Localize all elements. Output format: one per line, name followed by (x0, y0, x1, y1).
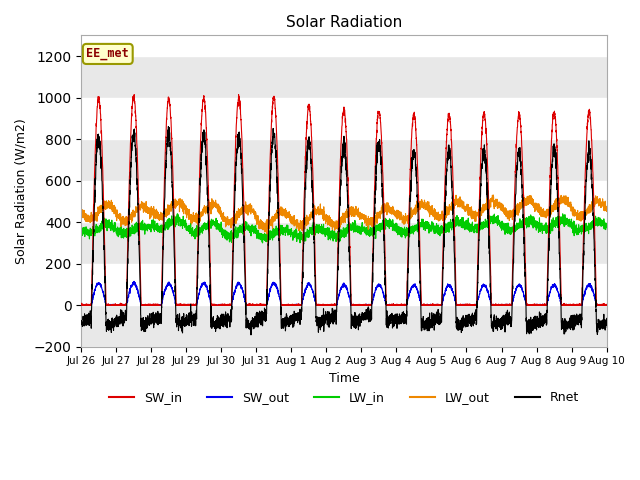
Bar (81, 56, 607, 97)
Bar (81, 139, 607, 180)
Legend: SW_in, SW_out, LW_in, LW_out, Rnet: SW_in, SW_out, LW_in, LW_out, Rnet (104, 386, 584, 409)
Title: Solar Radiation: Solar Radiation (286, 15, 402, 30)
X-axis label: Time: Time (328, 372, 359, 385)
Y-axis label: Solar Radiation (W/m2): Solar Radiation (W/m2) (15, 118, 28, 264)
Text: EE_met: EE_met (86, 48, 129, 60)
Bar (81, 222, 607, 264)
Bar (81, 305, 607, 347)
